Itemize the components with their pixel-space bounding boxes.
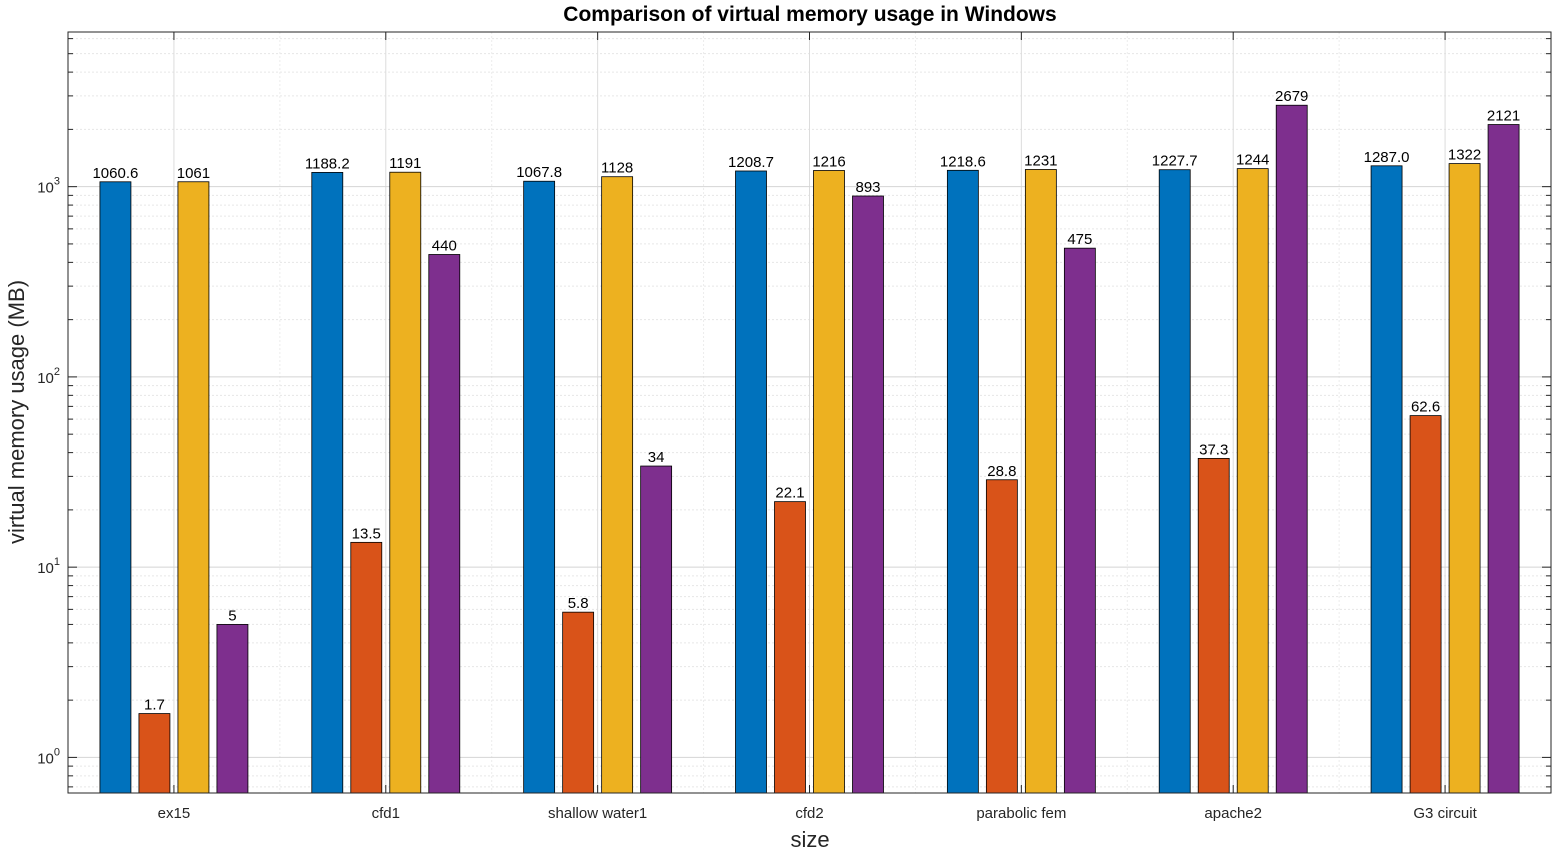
bar-value-label: 37.3: [1199, 441, 1228, 458]
bar: [1236, 168, 1269, 794]
bar-value-label: 5: [228, 607, 236, 624]
bar: [1158, 169, 1191, 794]
bar-value-label: 1188.2: [305, 155, 350, 172]
bar: [946, 169, 979, 794]
bar-value-label: 475: [1067, 231, 1092, 248]
x-tick-label: parabolic fem: [976, 805, 1066, 822]
y-tick-label: 100: [37, 746, 60, 767]
bar-value-label: 22.1: [775, 485, 804, 502]
bar-value-label: 1.7: [144, 697, 165, 714]
bar-value-label: 1216: [812, 153, 845, 170]
x-tick-label: cfd2: [795, 805, 823, 822]
bar: [1370, 165, 1403, 794]
x-tick-label: shallow water1: [548, 805, 647, 822]
bar-value-label: 1208.7: [728, 154, 774, 171]
y-tick-base: 10: [37, 560, 54, 577]
bar: [1448, 163, 1481, 794]
bar: [1409, 415, 1442, 794]
bar: [428, 254, 461, 794]
bar-value-label: 1227.7: [1152, 153, 1198, 170]
x-tick-label: cfd1: [372, 805, 400, 822]
x-axis-label: size: [790, 827, 829, 852]
x-tick-label: apache2: [1204, 805, 1262, 822]
bar: [389, 171, 422, 794]
bar: [1063, 247, 1096, 794]
bar: [985, 479, 1018, 794]
bar-value-label: 893: [855, 179, 880, 196]
bar-value-label: 1128: [601, 160, 633, 177]
bar: [640, 465, 673, 794]
data-labels: 1060.6 1188.2 1067.8 1208.7 1218.6 1227.7 1287…: [92, 88, 1520, 713]
bar-value-label: 1067.8: [516, 164, 562, 181]
bar: [774, 501, 806, 794]
y-tick-exponent: 0: [54, 746, 60, 758]
bars: [99, 104, 1520, 794]
y-tick-exponent: 2: [54, 366, 60, 378]
bar-value-label: 62.6: [1411, 399, 1440, 416]
bar: [852, 195, 884, 794]
y-tick-base: 10: [37, 370, 54, 387]
bar: [1487, 124, 1520, 794]
bar: [99, 181, 132, 794]
bar-value-label: 5.8: [568, 595, 589, 612]
bar-value-label: 1191: [389, 155, 421, 172]
x-tick-label: G3 circuit: [1413, 805, 1477, 822]
bar: [1197, 457, 1230, 794]
bar-value-label: 34: [648, 449, 665, 466]
bar-value-label: 1060.6: [92, 165, 138, 182]
bar: [350, 541, 383, 794]
bar-value-label: 2121: [1487, 108, 1520, 125]
bar-value-label: 1287.0: [1364, 149, 1410, 166]
x-tick-label: ex15: [158, 805, 191, 822]
bar: [177, 181, 210, 794]
bar-value-label: 1322: [1448, 147, 1481, 164]
y-tick-exponent: 3: [54, 176, 60, 188]
bar-value-label: 1061: [177, 165, 210, 182]
y-axis-label: virtual memory usage (MB): [4, 280, 29, 544]
bar: [1024, 169, 1057, 794]
bar-value-label: 1231: [1024, 152, 1057, 169]
bar: [311, 172, 344, 794]
y-tick-label: 101: [37, 556, 60, 577]
y-tick-base: 10: [37, 750, 54, 767]
bar: [813, 170, 845, 794]
bar: [735, 170, 767, 794]
y-tick-label: 103: [37, 176, 60, 197]
bar: [601, 176, 634, 794]
bar-value-label: 13.5: [352, 525, 381, 542]
bar-value-label: 1218.6: [940, 153, 986, 170]
bar: [1275, 104, 1308, 794]
bar: [216, 624, 249, 794]
bar-value-label: 2679: [1275, 88, 1308, 105]
chart-title: Comparison of virtual memory usage in Wi…: [563, 3, 1056, 26]
bar: [138, 713, 171, 794]
y-tick-base: 10: [37, 180, 54, 197]
y-tick-label: 102: [37, 366, 60, 387]
y-tick-exponent: 1: [54, 556, 60, 568]
bar-value-label: 1244: [1236, 152, 1269, 169]
bar: [523, 180, 556, 794]
bar-value-label: 440: [432, 237, 457, 254]
bar-value-label: 28.8: [987, 463, 1016, 480]
bar: [562, 611, 595, 794]
